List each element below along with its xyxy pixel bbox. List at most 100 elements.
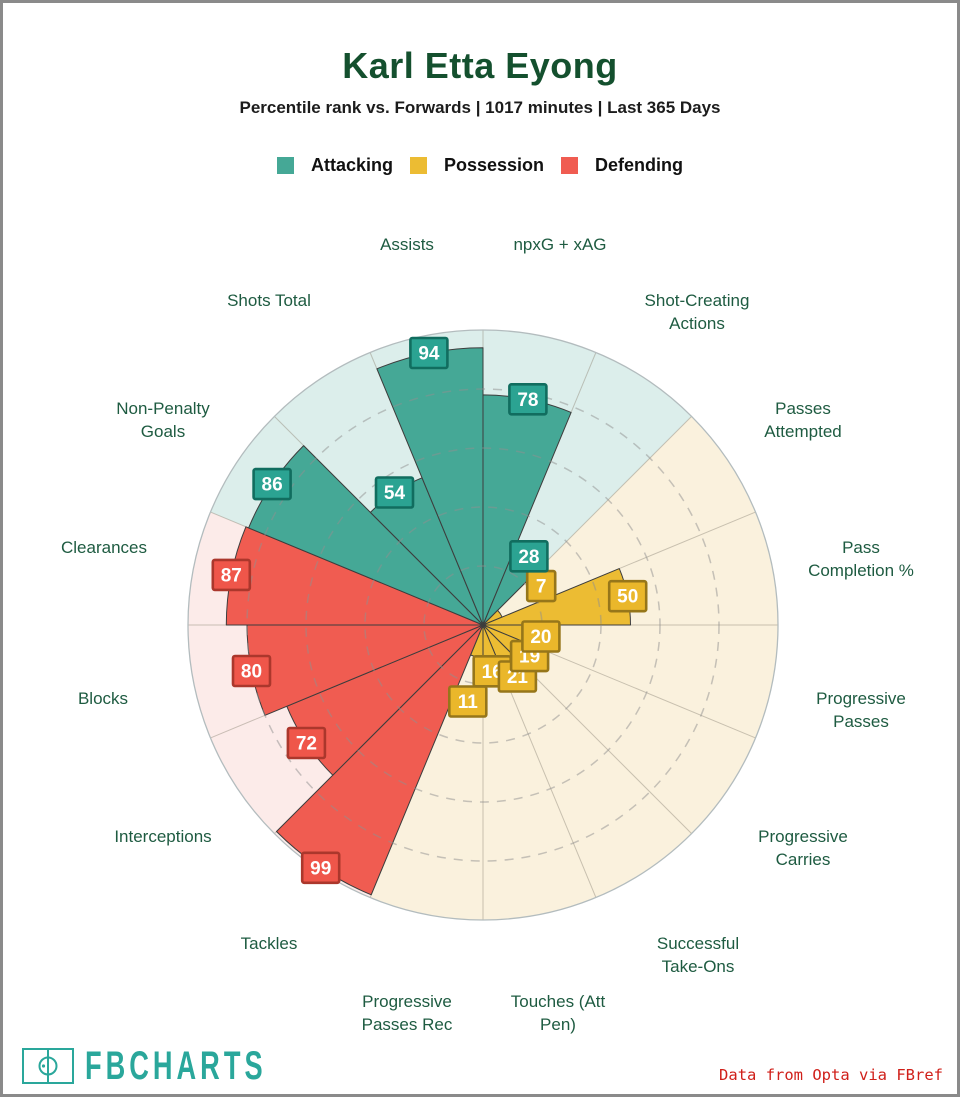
badge-value: 87 [221,565,242,586]
category-label-progressive_passes: Progressive Passes [816,689,906,731]
value-badge-npxg_xag: 78 [508,382,548,416]
category-label-progressive_passes_rec: Progressive Passes Rec [362,992,453,1034]
legend-item-defending: Defending [561,155,683,176]
badge-box [409,336,449,370]
legend-item-attacking: Attacking [276,155,393,176]
slice-bg-progressive_carries [483,625,756,834]
page-title: Karl Etta Eyong [342,45,618,86]
category-label-line: Progressive [816,689,906,708]
badge-value: 78 [517,390,538,411]
category-label-line: Shots Total [227,291,311,310]
category-label-shot_creating_actions: Shot-Creating Actions [645,291,750,333]
category-label-line: Take-Ons [662,957,735,976]
badge-box [211,558,252,592]
category-label-line: Pass [842,538,880,557]
legend-label-defending: Defending [595,155,684,175]
badge-value: 86 [262,475,283,496]
fbcharts-logo: FBCHARTS [21,1043,312,1088]
category-label-successful_take_ons: Successful Take-Ons [657,934,739,976]
category-label-line: Touches (Att [511,992,606,1011]
legend-label-possession: Possession [443,155,545,175]
category-label-non_penalty_goals: Non-Penalty Goals [116,399,210,441]
badge-box [374,476,415,509]
badge-value: 11 [458,692,479,713]
category-label-tackles: Tackles [241,934,298,953]
attacking-swatch-icon [276,157,294,174]
value-badge-progressive_passes: 20 [521,620,561,653]
badge-value: 80 [241,662,262,683]
category-label-npxg_xag: npxG + xAG [513,235,606,254]
category-label-line: npxG + xAG [513,235,606,254]
category-label-line: Passes [833,712,889,731]
legend: Attacking Possession Defending [3,155,957,176]
legend-item-possession: Possession [409,155,545,176]
possession-swatch-icon [409,157,427,174]
value-badge-shots_total: 54 [374,476,415,509]
badge-value: 7 [536,577,547,598]
category-label-line: Pen) [540,1015,576,1034]
category-label-line: Attempted [764,422,842,441]
category-label-line: Non-Penalty [116,399,210,418]
data-attribution: Data from Opta via FBref [719,1066,943,1084]
grid-circle-40 [364,506,602,744]
category-label-line: Passes [775,399,831,418]
category-label-line: Goals [141,422,185,441]
category-label-passes_attempted: Passes Attempted [764,399,842,441]
badge-box [509,539,549,573]
badge-box [300,851,341,885]
category-label-line: Blocks [78,689,128,708]
category-label-assists: Assists [380,235,434,254]
value-badge-tackles: 99 [300,851,341,885]
category-label-progressive_carries: Progressive Carries [758,827,848,869]
category-label-line: Progressive [758,827,848,846]
category-label-line: Progressive [362,992,452,1011]
value-badge-clearances: 87 [211,558,252,592]
slice-bg-touches_att_pen [483,625,596,920]
football-pitch-icon [22,1048,74,1084]
category-label-line: Interceptions [114,827,211,846]
badge-box [286,726,327,760]
badge-value: 50 [617,587,638,608]
badge-value: 16 [482,662,503,683]
category-label-line: Actions [669,314,725,333]
grid-circle-60 [305,447,661,803]
badge-box [231,654,272,688]
chart-subtitle: Percentile rank vs. Forwards | 1017 minu… [239,98,721,117]
badge-box [508,382,548,416]
value-badge-interceptions: 72 [286,726,327,760]
badge-box [521,620,561,653]
category-label-touches_att_pen: Touches (Att Pen) [511,992,606,1034]
value-badge-assists: 94 [409,336,449,370]
slice-bg-successful_take_ons [483,625,692,898]
badge-value: 72 [296,734,317,755]
badge-value: 99 [310,858,331,879]
badge-value: 20 [530,627,551,648]
value-badge-passes_attempted: 7 [525,569,557,603]
value-badge-non_penalty_goals: 86 [252,467,292,501]
slice-bg-progressive_passes [483,625,778,738]
category-label-line: Assists [380,235,434,254]
category-label-line: Passes Rec [362,1015,453,1034]
badge-box [252,467,292,501]
category-label-line: Tackles [241,934,298,953]
category-label-line: Completion % [808,561,914,580]
category-label-line: Shot-Creating [645,291,750,310]
badge-value: 54 [384,483,406,504]
value-badge-blocks: 80 [231,654,272,688]
defending-swatch-icon [561,157,579,174]
outer-circle [187,329,779,921]
category-label-line: Successful [657,934,739,953]
category-label-line: Carries [776,850,831,869]
grid-circle-80 [246,388,720,862]
value-badge-progressive_passes_rec: 11 [447,685,488,718]
badge-box [447,685,488,718]
category-label-shots_total: Shots Total [227,291,311,310]
category-label-clearances: Clearances [61,538,147,557]
category-label-pass_completion_pct: Pass Completion % [808,538,914,580]
badge-box [607,579,648,613]
category-label-line: Clearances [61,538,147,557]
badge-value: 94 [418,344,440,365]
category-label-interceptions: Interceptions [114,827,211,846]
legend-label-attacking: Attacking [310,155,393,175]
